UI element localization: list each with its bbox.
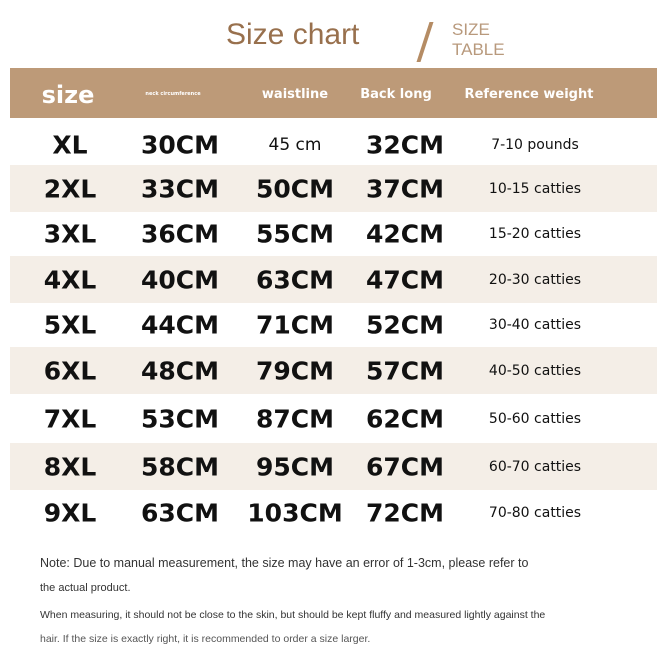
- page-title: Size chart: [226, 18, 360, 51]
- table-row: 6XL 48CM 79CM 57CM 40-50 catties: [10, 347, 657, 394]
- size-cell: 6XL: [43, 356, 97, 385]
- table-row: 7XL 53CM 87CM 62CM 50-60 catties: [10, 394, 657, 443]
- waist-cell: 95CM: [255, 452, 335, 481]
- weight-cell: 10-15 catties: [488, 180, 582, 197]
- weight-cell: 60-70 catties: [488, 458, 582, 475]
- back-cell: 57CM: [365, 356, 445, 385]
- note-line: Note: Due to manual measurement, the siz…: [40, 556, 529, 570]
- neck-cell: 33CM: [140, 174, 220, 203]
- neck-cell: 40CM: [140, 265, 220, 294]
- neck-cell: 36CM: [140, 219, 220, 249]
- size-cell: 9XL: [43, 498, 97, 527]
- weight-cell: 7-10 pounds: [491, 137, 579, 153]
- back-cell: 42CM: [365, 219, 445, 249]
- back-cell: 37CM: [365, 174, 445, 203]
- back-cell: 32CM: [365, 130, 445, 160]
- table-row: 2XL 33CM 50CM 37CM 10-15 catties: [10, 165, 657, 212]
- waist-cell: 50CM: [255, 174, 335, 203]
- size-cell: 4XL: [43, 265, 97, 294]
- note-line: When measuring, it should not be close t…: [40, 609, 546, 621]
- header-neck: neck circumference: [145, 91, 201, 97]
- subtitle-line-2: TABLE: [452, 40, 505, 59]
- neck-cell: 30CM: [140, 130, 220, 160]
- table-row: 5XL 44CM 71CM 52CM 30-40 catties: [10, 303, 657, 347]
- waist-cell: 79CM: [255, 356, 335, 385]
- header-size: size: [41, 81, 95, 109]
- header-waistline: waistline: [261, 87, 329, 102]
- table-row: 3XL 36CM 55CM 42CM 15-20 catties: [10, 212, 657, 256]
- table-row: 9XL 63CM 103CM 72CM 70-80 catties: [10, 490, 657, 535]
- subtitle-line-1: SIZE: [452, 20, 490, 39]
- back-cell: 67CM: [365, 452, 445, 481]
- waist-cell: 103CM: [247, 498, 343, 527]
- size-cell: 5XL: [43, 310, 97, 340]
- waist-cell: 71CM: [255, 310, 335, 340]
- back-cell: 62CM: [365, 404, 445, 433]
- neck-cell: 53CM: [140, 404, 220, 433]
- back-cell: 72CM: [365, 498, 445, 527]
- weight-cell: 70-80 catties: [488, 504, 582, 521]
- slash-divider: [416, 22, 434, 62]
- neck-cell: 58CM: [140, 452, 220, 481]
- header-weight: Reference weight: [464, 87, 594, 102]
- size-cell: 2XL: [43, 174, 97, 203]
- size-cell: 8XL: [43, 452, 97, 481]
- neck-cell: 63CM: [140, 498, 220, 527]
- back-cell: 52CM: [365, 310, 445, 340]
- weight-cell: 40-50 catties: [488, 362, 582, 379]
- weight-cell: 15-20 catties: [488, 226, 582, 242]
- table-header: size neck circumference waistline Back l…: [10, 68, 657, 118]
- back-cell: 47CM: [365, 265, 445, 294]
- weight-cell: 50-60 catties: [488, 410, 582, 427]
- table-row: XL 30CM 45 cm 32CM 7-10 pounds: [10, 125, 657, 165]
- waist-cell: 45 cm: [268, 135, 322, 155]
- subtitle: SIZE TABLE: [452, 20, 505, 60]
- neck-cell: 48CM: [140, 356, 220, 385]
- table-row: 8XL 58CM 95CM 67CM 60-70 catties: [10, 443, 657, 490]
- weight-cell: 30-40 catties: [488, 317, 582, 333]
- note-line: hair. If the size is exactly right, it i…: [40, 633, 371, 645]
- waist-cell: 87CM: [255, 404, 335, 433]
- waist-cell: 55CM: [255, 219, 335, 249]
- size-cell: 7XL: [43, 404, 97, 433]
- size-cell: XL: [52, 130, 88, 160]
- weight-cell: 20-30 catties: [488, 271, 582, 288]
- table-row: 4XL 40CM 63CM 47CM 20-30 catties: [10, 256, 657, 303]
- waist-cell: 63CM: [255, 265, 335, 294]
- size-cell: 3XL: [43, 219, 97, 249]
- neck-cell: 44CM: [140, 310, 220, 340]
- note-line: the actual product.: [40, 582, 131, 594]
- header-back-long: Back long: [360, 87, 432, 102]
